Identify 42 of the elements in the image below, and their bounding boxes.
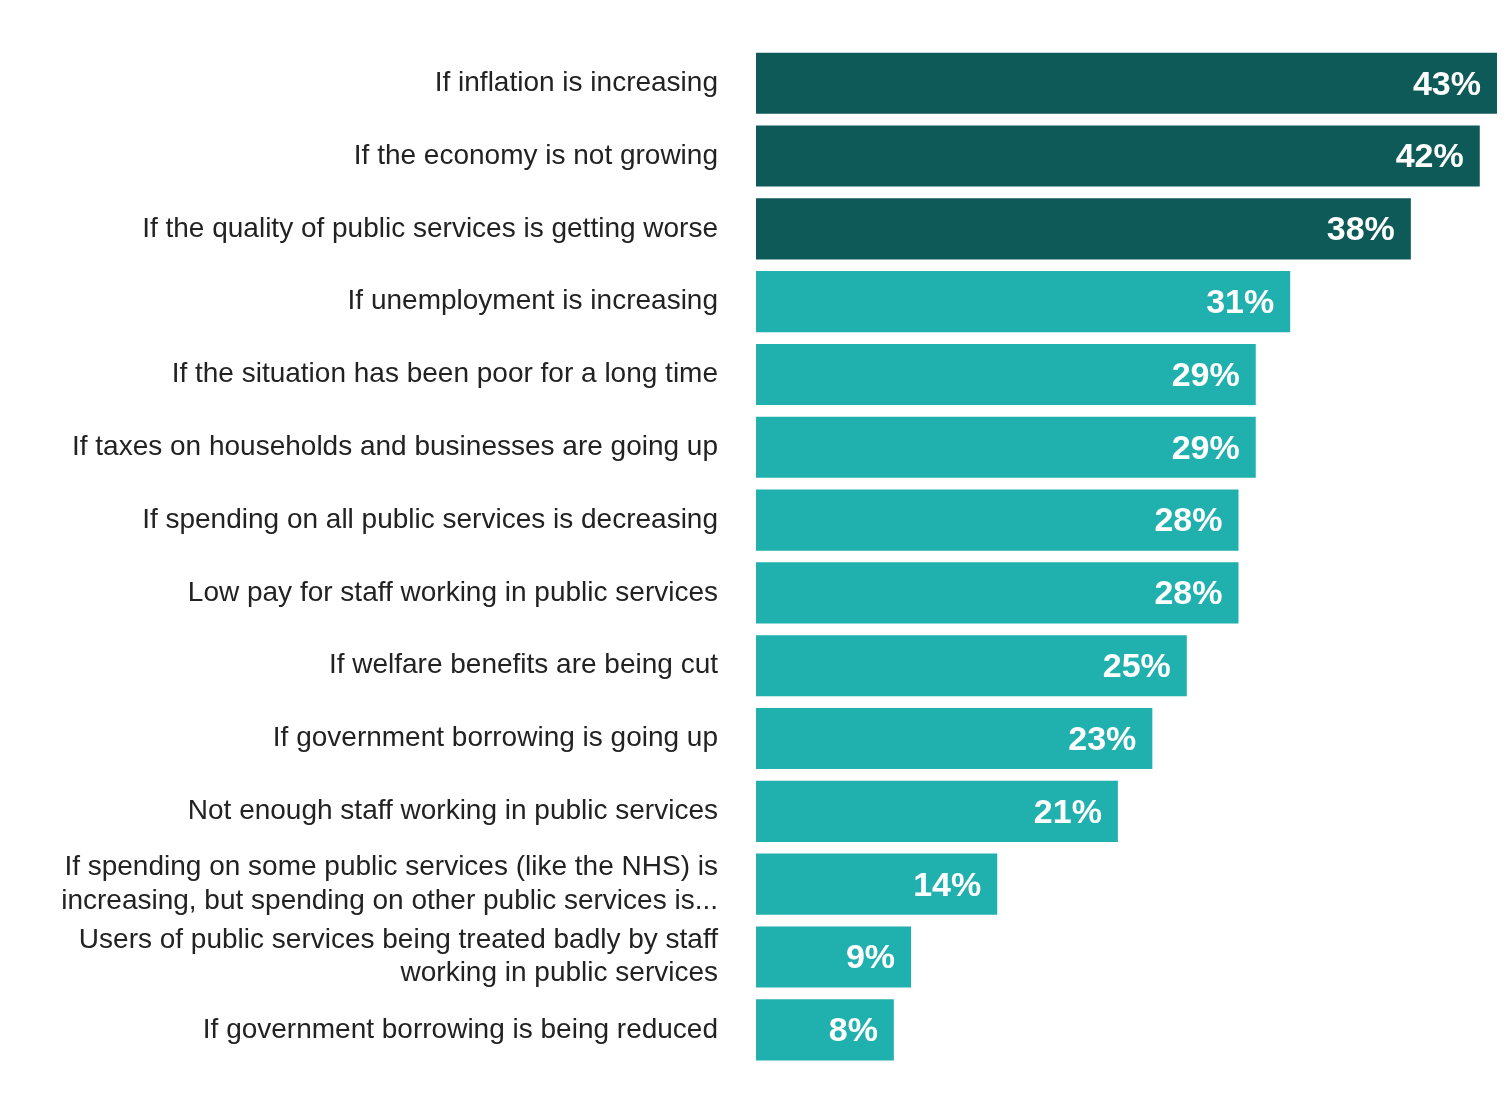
data-label: 38% — [1326, 209, 1395, 248]
bar — [756, 489, 1239, 551]
y-tick-label: If government borrowing is going up — [272, 721, 718, 753]
data-label: 25% — [1102, 646, 1171, 685]
bar — [756, 707, 1153, 770]
bar — [756, 198, 1411, 260]
y-tick-label: Not enough staff working in public services — [187, 794, 718, 826]
y-tick-label: If spending on all public services is decreasing — [142, 502, 718, 534]
y-tick-label: If unemployment is increasing — [347, 284, 718, 316]
y-tick-label: If government borrowing is being reduced — [202, 1012, 718, 1044]
bar — [756, 416, 1256, 478]
y-tick-label: Users of public services being treated badly by staff working in public services — [78, 922, 719, 988]
bar — [756, 52, 1497, 114]
y-tick-label: If welfare benefits are being cut — [328, 648, 719, 680]
data-label: 23% — [1068, 718, 1137, 757]
data-label: 28% — [1154, 500, 1223, 539]
y-tick-label: If the situation has been poor for a long time — [171, 357, 718, 389]
data-label: 21% — [1033, 791, 1102, 830]
data-label: 42% — [1395, 136, 1464, 175]
data-label: 28% — [1154, 573, 1223, 612]
data-label: 29% — [1171, 354, 1240, 393]
bar — [756, 562, 1239, 624]
bar — [756, 635, 1187, 697]
y-tick-label: If taxes on households and businesses are going up — [71, 430, 718, 461]
bar — [756, 999, 894, 1061]
bar — [756, 125, 1480, 187]
bar — [756, 780, 1118, 842]
data-label: 29% — [1171, 427, 1240, 466]
data-label: 31% — [1206, 282, 1275, 321]
y-tick-label: Low pay for staff working in public services — [187, 575, 718, 607]
bar — [756, 343, 1256, 406]
y-tick-label: If spending on some public services (like the NHS) is increasing, but spending on other public services is... — [61, 850, 718, 915]
y-tick-label: If the economy is not growing — [353, 138, 718, 170]
bar — [756, 271, 1291, 333]
y-tick-label: If inflation is increasing — [434, 65, 718, 97]
y-tick-label: If the quality of public services is getting worse — [142, 211, 718, 243]
data-label: 43% — [1412, 63, 1481, 102]
bar — [756, 926, 912, 988]
data-label: 9% — [845, 937, 896, 976]
data-label: 8% — [828, 1010, 878, 1049]
data-label: 14% — [913, 864, 982, 903]
bar — [756, 853, 998, 915]
